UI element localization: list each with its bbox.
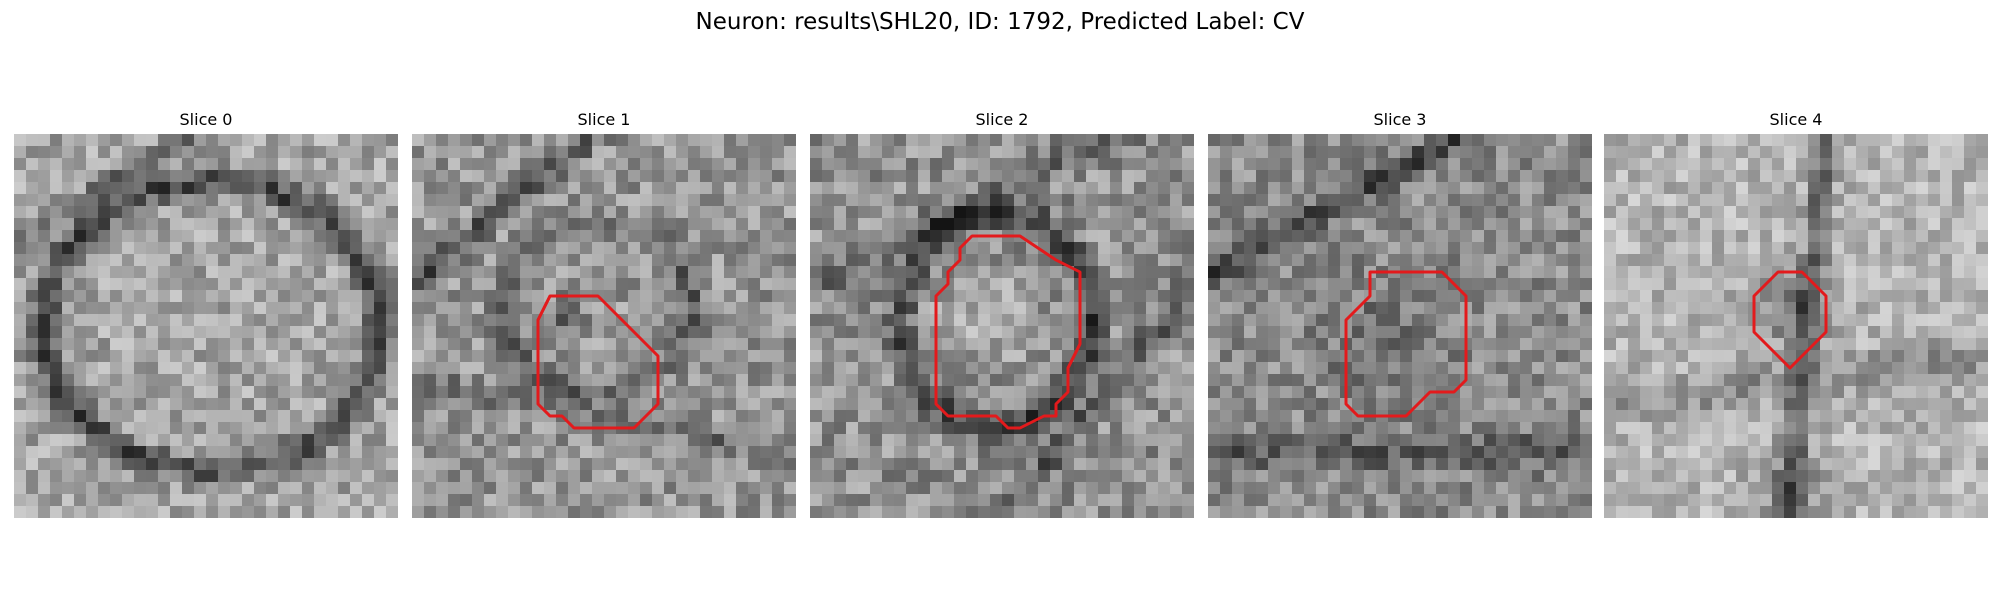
slice-title-3: Slice 3	[1373, 110, 1427, 129]
slice-image-0	[14, 134, 398, 518]
slice-image-4	[1604, 134, 1988, 518]
slice-title-0: Slice 0	[179, 110, 233, 129]
slice-title-4: Slice 4	[1769, 110, 1823, 129]
slice-image-1	[412, 134, 796, 518]
slice-panel-3: Slice 3	[1208, 108, 1592, 518]
slice-image-3	[1208, 134, 1592, 518]
slice-image-2	[810, 134, 1194, 518]
slice-panel-2: Slice 2	[810, 108, 1194, 518]
slice-title-1: Slice 1	[577, 110, 631, 129]
slice-panel-4: Slice 4	[1604, 108, 1988, 518]
figure-title: Neuron: results\SHL20, ID: 1792, Predict…	[695, 9, 1305, 35]
slice-panel-1: Slice 1	[412, 108, 796, 518]
slice-panel-0: Slice 0	[14, 108, 398, 518]
slice-title-2: Slice 2	[975, 110, 1029, 129]
